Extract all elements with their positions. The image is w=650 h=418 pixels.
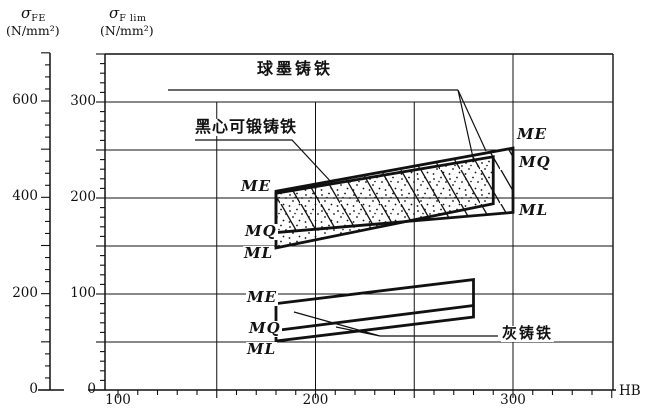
grade-label-upper-left-me: ME (240, 177, 273, 195)
y1-tick-label-400: 400 (12, 188, 38, 205)
y1-axis-subscript: FE (31, 13, 46, 24)
band-divider-灰铸铁 (275, 304, 474, 332)
y2-axis-subscript: F lim (119, 13, 147, 24)
material-label-grey: 灰铸铁 (501, 324, 555, 342)
grade-label-upper-right-me: ME (516, 125, 549, 143)
x-tick-label-200: 200 (302, 392, 329, 408)
grade-label-upper-right-mq: MQ (518, 153, 552, 171)
axes-and-ticks (38, 52, 616, 398)
x-tick-label-300: 300 (500, 392, 526, 408)
material-label-malleable: 黑心可锻铸铁 (194, 117, 299, 136)
y1-axis-unit: (N/mm²) (6, 23, 60, 38)
y2-axis-symbol: σ (109, 4, 120, 22)
y1-axis-symbol: σ (21, 4, 32, 22)
y1-tick-label-0: 0 (29, 381, 38, 397)
y2-axis-unit: (N/mm²) (100, 23, 154, 38)
leader-malleable (195, 139, 334, 185)
grade-label-lower-mq: MQ (248, 319, 282, 337)
label-leader-lines (168, 89, 498, 337)
x-tick-label-100: 100 (105, 392, 131, 408)
material-bands (274, 146, 515, 343)
band-球墨铸铁 (274, 146, 515, 235)
y1-axis-title: σFE (21, 5, 46, 24)
material-label-ductile: 球墨铸铁 (256, 59, 335, 78)
grade-label-lower-me: ME (246, 288, 279, 306)
y2-tick-label-200: 200 (70, 189, 96, 205)
y2-axis-title: σF lim (109, 5, 146, 24)
grade-label-upper-right-ml: ML (518, 201, 550, 219)
y1-tick-label-200: 200 (12, 284, 38, 301)
leader-ductile (168, 89, 487, 163)
y2-tick-label-100: 100 (70, 285, 96, 301)
y2-tick-label-300: 300 (70, 93, 96, 109)
leader-grey (293, 311, 498, 337)
grade-label-upper-left-ml: ML (243, 244, 275, 262)
grade-label-lower-ml: ML (246, 340, 278, 358)
y1-tick-label-600: 600 (12, 92, 38, 108)
x-axis-unit-label: HB (619, 383, 641, 399)
y2-tick-label-0: 0 (87, 381, 96, 397)
grade-label-upper-left-mq: MQ (244, 222, 278, 240)
